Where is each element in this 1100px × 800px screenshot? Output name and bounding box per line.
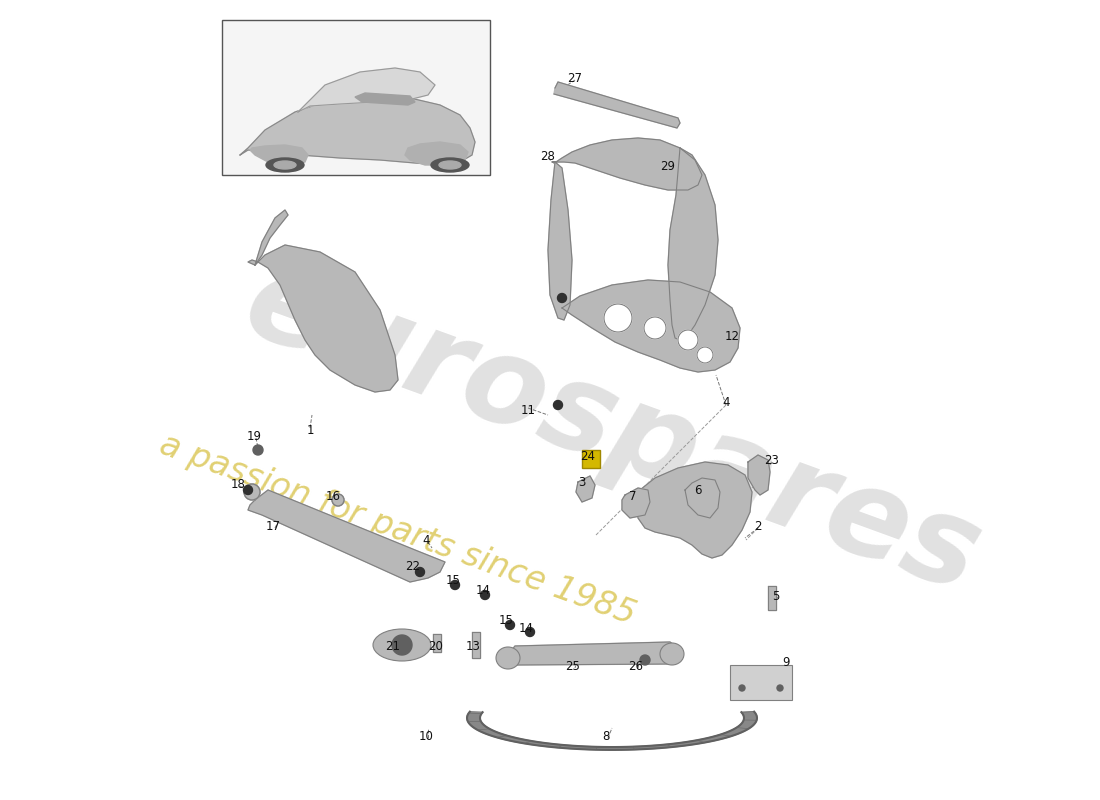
Text: 4: 4 xyxy=(422,534,430,546)
Text: 20: 20 xyxy=(429,639,443,653)
Polygon shape xyxy=(405,142,468,165)
Circle shape xyxy=(558,294,566,302)
Text: 14: 14 xyxy=(518,622,534,634)
Polygon shape xyxy=(548,162,572,320)
Text: 15: 15 xyxy=(446,574,461,586)
Text: 5: 5 xyxy=(772,590,780,602)
Text: 19: 19 xyxy=(246,430,262,442)
Text: 12: 12 xyxy=(725,330,739,342)
Polygon shape xyxy=(240,95,475,165)
Polygon shape xyxy=(255,210,288,265)
Circle shape xyxy=(777,685,783,691)
Text: 24: 24 xyxy=(581,450,595,462)
Text: 26: 26 xyxy=(628,659,643,673)
Text: 29: 29 xyxy=(660,159,675,173)
Polygon shape xyxy=(552,138,702,190)
Polygon shape xyxy=(248,245,398,392)
Text: 27: 27 xyxy=(568,71,583,85)
Polygon shape xyxy=(298,68,434,112)
Polygon shape xyxy=(668,148,718,340)
Text: 8: 8 xyxy=(603,730,609,742)
Circle shape xyxy=(332,494,344,506)
Text: 15: 15 xyxy=(498,614,514,626)
Circle shape xyxy=(506,621,515,630)
Text: 11: 11 xyxy=(520,403,536,417)
Polygon shape xyxy=(685,478,720,518)
Polygon shape xyxy=(554,82,680,128)
Ellipse shape xyxy=(496,647,520,669)
Text: 18: 18 xyxy=(231,478,245,490)
Text: 6: 6 xyxy=(694,483,702,497)
Polygon shape xyxy=(468,712,757,750)
Circle shape xyxy=(451,581,460,590)
Polygon shape xyxy=(621,488,650,518)
Circle shape xyxy=(392,635,412,655)
Text: 10: 10 xyxy=(419,730,433,742)
Circle shape xyxy=(526,627,535,637)
Polygon shape xyxy=(576,476,595,502)
Text: 14: 14 xyxy=(475,583,491,597)
Ellipse shape xyxy=(266,158,304,172)
Polygon shape xyxy=(505,642,678,665)
Polygon shape xyxy=(636,462,752,558)
Text: 25: 25 xyxy=(565,659,581,673)
Text: 13: 13 xyxy=(465,639,481,653)
Circle shape xyxy=(678,330,698,350)
Text: a passion for parts since 1985: a passion for parts since 1985 xyxy=(155,428,640,632)
Polygon shape xyxy=(768,586,776,610)
Polygon shape xyxy=(355,93,415,105)
Circle shape xyxy=(553,401,562,410)
Ellipse shape xyxy=(431,158,469,172)
Polygon shape xyxy=(748,455,770,495)
Text: 22: 22 xyxy=(406,559,420,573)
Circle shape xyxy=(640,655,650,665)
Text: eurospares: eurospares xyxy=(230,243,997,617)
Polygon shape xyxy=(562,280,740,372)
Polygon shape xyxy=(472,632,480,658)
Text: 1: 1 xyxy=(306,423,313,437)
Text: 3: 3 xyxy=(579,475,585,489)
Ellipse shape xyxy=(373,629,431,661)
Text: 4: 4 xyxy=(723,397,729,410)
Circle shape xyxy=(243,486,253,494)
Ellipse shape xyxy=(274,161,296,169)
Circle shape xyxy=(481,590,490,599)
Circle shape xyxy=(604,304,632,332)
Ellipse shape xyxy=(660,643,684,665)
Polygon shape xyxy=(248,490,446,582)
Circle shape xyxy=(697,347,713,363)
Circle shape xyxy=(244,484,260,500)
Ellipse shape xyxy=(439,161,461,169)
Text: 21: 21 xyxy=(385,639,400,653)
Text: 17: 17 xyxy=(265,519,280,533)
Circle shape xyxy=(416,567,425,577)
Bar xyxy=(730,665,792,700)
Polygon shape xyxy=(250,145,308,165)
Text: 23: 23 xyxy=(764,454,780,466)
Text: 7: 7 xyxy=(629,490,637,502)
Text: 16: 16 xyxy=(326,490,341,502)
Circle shape xyxy=(739,685,745,691)
Circle shape xyxy=(644,317,666,339)
Circle shape xyxy=(253,445,263,455)
Bar xyxy=(222,20,490,175)
Text: 9: 9 xyxy=(782,657,790,670)
Text: 2: 2 xyxy=(755,519,761,533)
Bar xyxy=(582,450,600,468)
Polygon shape xyxy=(433,634,441,652)
Text: 28: 28 xyxy=(540,150,556,162)
